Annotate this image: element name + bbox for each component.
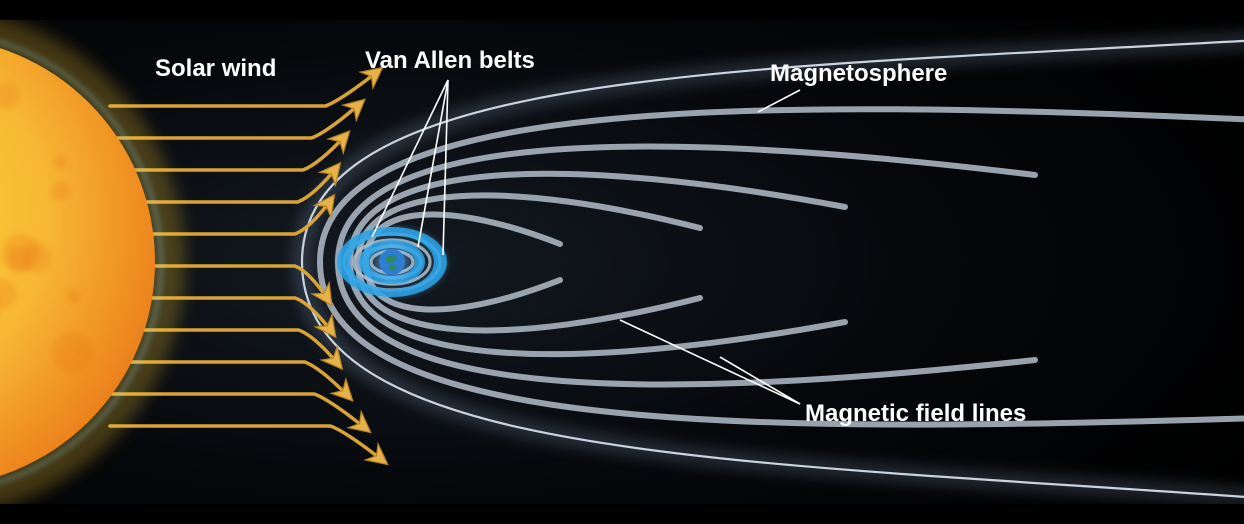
magnetosphere-diagram: Solar wind Van Allen belts Magnetosphere… — [0, 0, 1244, 524]
sun-texture — [53, 155, 67, 169]
diagram-canvas — [0, 0, 1244, 524]
sun-texture — [52, 332, 93, 373]
sun-texture — [66, 289, 80, 303]
sun-texture — [7, 246, 32, 271]
sun-texture — [51, 181, 71, 201]
